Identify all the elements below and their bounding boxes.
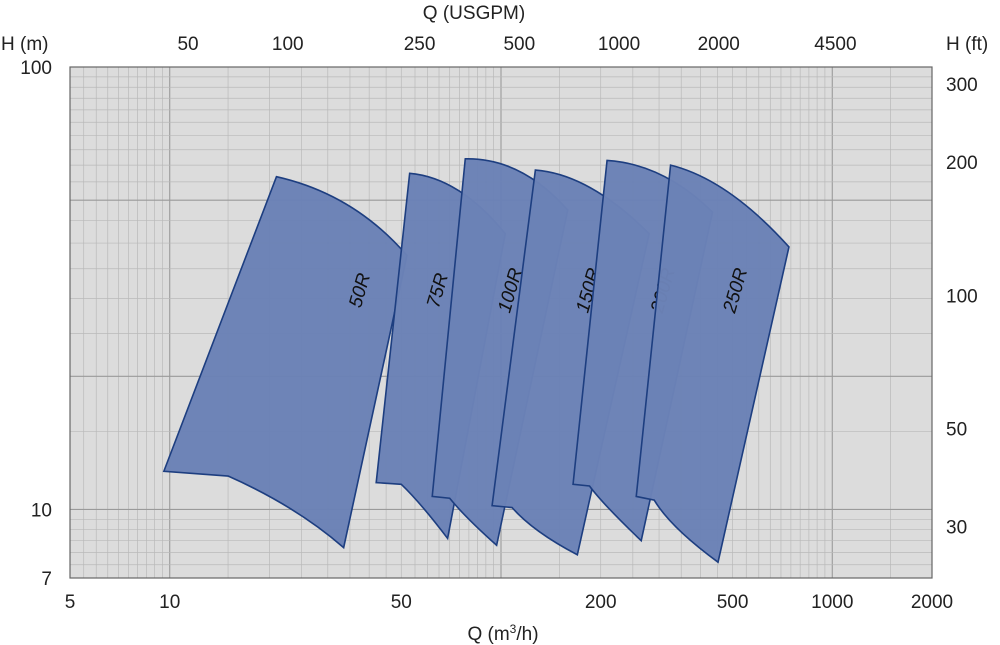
top-tick-label: 100 xyxy=(272,34,304,55)
right-tick-label: 300 xyxy=(946,75,978,96)
x-tick-label: 2000 xyxy=(911,592,953,613)
top-tick-label: 4500 xyxy=(814,34,856,55)
bottom-axis-title: Q (m3/h) xyxy=(467,622,538,645)
y-tick-label: 7 xyxy=(41,569,52,590)
x-tick-label: 200 xyxy=(585,592,617,613)
x-tick-label: 10 xyxy=(159,592,180,613)
top-tick-label: 500 xyxy=(503,34,535,55)
pump-curves: 50R75R100R150R200R250R xyxy=(162,158,790,564)
right-tick-label: 200 xyxy=(946,153,978,174)
right-axis-title: H (ft) xyxy=(946,34,988,55)
right-tick-label: 100 xyxy=(946,286,978,307)
top-tick-label: 250 xyxy=(404,34,436,55)
x-tick-label: 1000 xyxy=(811,592,853,613)
plot-border xyxy=(69,66,933,579)
right-tick-label: 30 xyxy=(946,518,967,539)
top-tick-label: 2000 xyxy=(698,34,740,55)
x-tick-label: 5 xyxy=(65,592,76,613)
top-axis-title: Q (USGPM) xyxy=(423,3,525,24)
y-tick-label: 100 xyxy=(20,58,52,79)
y-tick-label: 10 xyxy=(31,500,52,521)
left-axis-title: H (m) xyxy=(1,34,48,55)
curve-250r xyxy=(635,164,790,564)
top-tick-label: 1000 xyxy=(598,34,640,55)
right-tick-label: 50 xyxy=(946,419,967,440)
x-tick-label: 50 xyxy=(391,592,412,613)
top-tick-label: 50 xyxy=(177,34,198,55)
tick-labels: 5 10 50 200 500 1000 2000 50 100 250 500 1000 2000 45… xyxy=(20,34,977,613)
x-tick-label: 500 xyxy=(717,592,749,613)
